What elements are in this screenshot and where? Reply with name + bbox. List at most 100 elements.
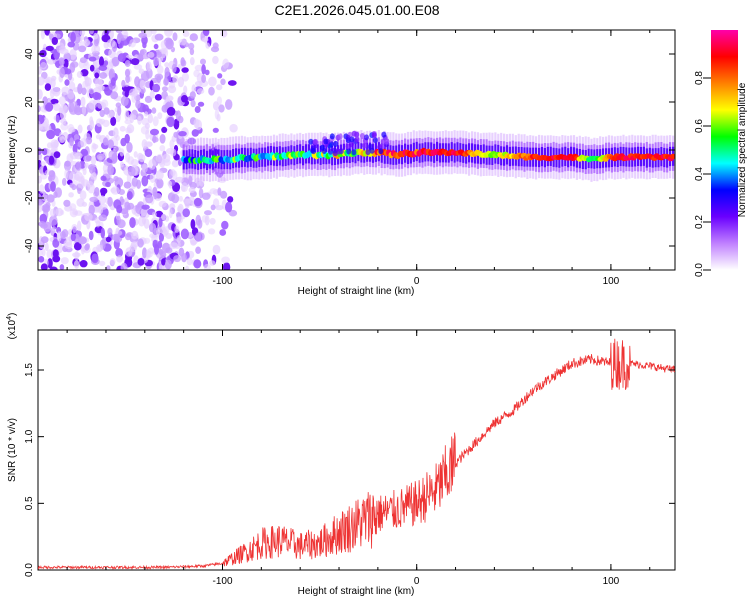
spectrogram-x-tick-label: 100 [603,276,620,287]
noise-cell [98,214,108,222]
noise-cell [181,67,189,73]
noise-cell [73,104,81,113]
noise-cell [83,39,91,47]
snr-multiplier: (x104) [6,313,18,340]
noise-cell [148,222,157,233]
noise-cell [180,57,185,67]
noise-cell [193,259,202,269]
noise-cell [40,236,49,244]
noise-cell [159,134,166,144]
noise-cell [82,168,87,176]
noise-cell [174,225,180,233]
noise-cell [205,42,210,49]
ridge-spread-cell [328,148,334,155]
noise-cell [141,164,148,173]
noise-cell [119,125,126,132]
noise-cell [79,260,88,268]
noise-cell [110,91,119,100]
noise-cell [164,30,173,37]
noise-cell [201,64,206,75]
noise-cell [99,72,108,79]
noise-cell [135,100,141,109]
noise-cell [156,75,162,83]
noise-cell [167,180,172,187]
noise-cell [102,137,109,146]
noise-cell [166,106,176,116]
ridge-spread-cell [346,148,352,155]
noise-cell [161,126,168,133]
noise-cell [90,173,97,180]
noise-cell [204,215,210,226]
noise-cell [68,192,74,198]
noise-cell [45,202,51,208]
noise-cell [59,58,65,66]
noise-cell [76,98,82,107]
noise-cell [95,220,101,228]
noise-cell [150,30,157,35]
noise-cell [124,68,131,78]
noise-cell [126,191,133,200]
noise-cell [149,90,155,99]
noise-cell [124,201,131,210]
noise-cell [204,210,212,216]
noise-cell [48,155,55,165]
noise-cell [59,109,67,120]
noise-cell [131,230,139,240]
noise-cell [63,58,69,69]
noise-cell [114,177,124,188]
noise-cell [81,201,88,207]
noise-cell [195,214,202,226]
noise-cell [105,236,112,243]
snr-x-tick-label: 0 [414,576,420,587]
noise-cell [203,263,211,270]
colorbar-ticks: 0.0 0.2 0.4 0.6 0.8 [694,71,711,277]
noise-cell [78,45,87,53]
snr-x-tick-label: -100 [212,576,232,587]
noise-cell [110,186,120,195]
ridge-spread-cell [365,149,371,156]
noise-cell [210,204,216,211]
noise-cell [52,255,61,263]
noise-cell [220,30,228,38]
noise-cell [209,260,216,266]
noise-cell [196,88,205,95]
noise-cell [67,41,75,48]
noise-cell [126,142,133,153]
noise-cell [157,112,163,120]
noise-cell [75,161,82,171]
noise-cell [143,141,153,148]
spectrogram-x-tick-label: -100 [212,276,232,287]
noise-cell [131,58,140,66]
noise-cell [59,131,64,141]
noise-cell [89,196,98,203]
noise-cell [83,155,92,162]
noise-cell [120,95,129,107]
ridge-spread-cell [332,147,338,154]
noise-cell [221,220,229,230]
noise-cell [38,66,42,75]
noise-cell [155,210,164,218]
noise-cell [126,124,135,134]
noise-cell [178,195,183,202]
noise-cell [47,258,53,269]
noise-cell [227,196,234,203]
noise-cell [98,65,108,71]
colorbar-gradient [711,30,738,270]
noise-cell [40,263,48,270]
noise-cell [228,209,238,217]
noise-cell [40,61,47,70]
noise-cell [77,236,87,245]
spectrogram-y-tick-label: 20 [24,96,35,108]
ridge-spread-cell [354,136,360,143]
ridge-cell [669,153,675,159]
noise-cell [170,169,176,177]
noise-cell [155,170,164,180]
noise-cell [49,208,56,217]
noise-cell [217,73,223,79]
colorbar-tick-label: 0.6 [694,119,705,133]
noise-cell [68,127,76,133]
noise-cell [145,249,151,259]
noise-cell [64,242,73,249]
noise-cell [189,33,198,42]
